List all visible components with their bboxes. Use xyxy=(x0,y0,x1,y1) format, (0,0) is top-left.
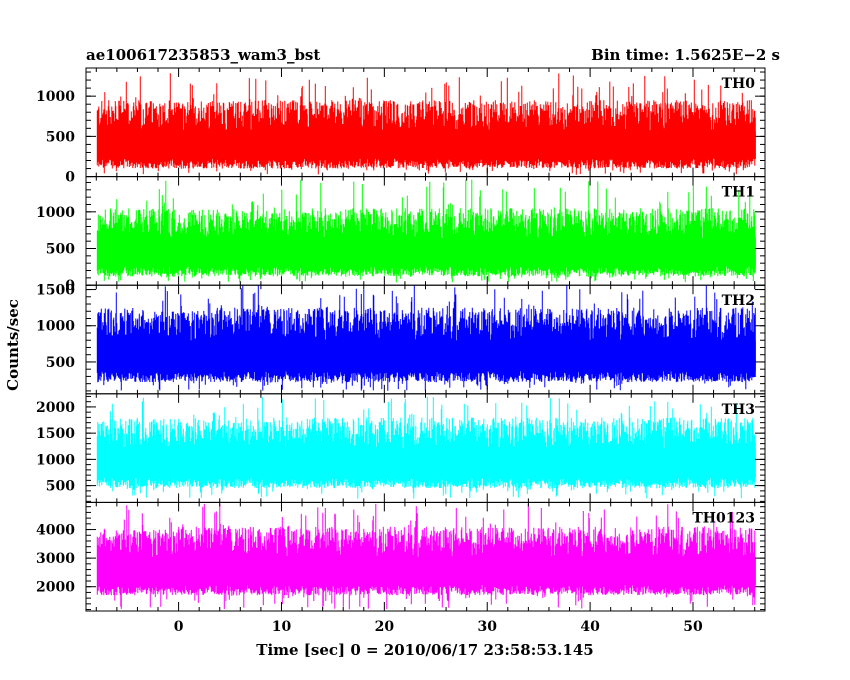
y-axis-label: Counts/sec xyxy=(4,299,22,391)
panel-label: TH1 xyxy=(722,185,755,201)
y-tick-label: 0 xyxy=(65,170,75,186)
series-th1 xyxy=(96,179,756,283)
x-tick-label: 50 xyxy=(683,619,703,635)
y-tick-label: 1000 xyxy=(36,452,75,468)
y-tick-label: 1000 xyxy=(36,89,75,105)
panel-label: TH0 xyxy=(722,76,756,92)
y-tick-label: 1500 xyxy=(36,426,75,442)
series-body-th2 xyxy=(97,341,756,372)
series-th2 xyxy=(96,285,756,391)
x-tick-label: 20 xyxy=(375,619,395,635)
panel-label: TH2 xyxy=(722,293,755,309)
series-th3 xyxy=(96,396,756,499)
x-axis-label: Time [sec] 0 = 2010/06/17 23:58:53.145 xyxy=(256,641,593,659)
series-body-th0 xyxy=(97,130,756,159)
y-tick-label: 1500 xyxy=(36,283,75,299)
panel-th0: 0 500 1000 TH0 xyxy=(36,67,766,186)
figure-title: ae100617235853_wam3_bst xyxy=(86,46,320,64)
series-body-th1 xyxy=(97,238,756,267)
x-tick-label: 0 xyxy=(174,619,184,635)
panel-th1: 0 500 1000 TH1 xyxy=(36,176,766,294)
series-th0123 xyxy=(96,503,756,610)
panel-th2: 500 1000 1500 TH2 xyxy=(36,283,766,395)
y-tick-label: 500 xyxy=(46,355,75,371)
y-tick-label: 4000 xyxy=(36,523,75,539)
y-tick-label: 0 xyxy=(65,278,75,294)
panels-group: 05001000TH005001000TH150010001500TH25001… xyxy=(36,67,766,635)
panel-label: TH3 xyxy=(722,402,755,418)
y-tick-label: 500 xyxy=(46,242,75,258)
panel-label: TH0123 xyxy=(692,510,755,526)
y-tick-label: 1000 xyxy=(36,205,75,221)
y-tick-label: 2000 xyxy=(36,580,75,596)
panel-th3: 500 1000 1500 2000 TH3 xyxy=(36,393,766,503)
panel-th0123: 2000 3000 4000 TH0123 xyxy=(36,501,766,612)
y-tick-label: 2000 xyxy=(36,400,75,416)
series-th0 xyxy=(96,73,756,175)
x-tick-label: 40 xyxy=(580,619,600,635)
y-tick-label: 500 xyxy=(46,129,75,145)
series-body-th3 xyxy=(97,449,756,478)
bin-time-label: Bin time: 1.5625E−2 s xyxy=(591,46,780,64)
y-tick-label: 1000 xyxy=(36,319,75,335)
series-body-th0123 xyxy=(97,557,756,585)
x-tick-label: 30 xyxy=(477,619,497,635)
y-tick-label: 3000 xyxy=(36,551,75,567)
x-tick-label: 10 xyxy=(272,619,292,635)
y-tick-label: 500 xyxy=(46,479,75,495)
